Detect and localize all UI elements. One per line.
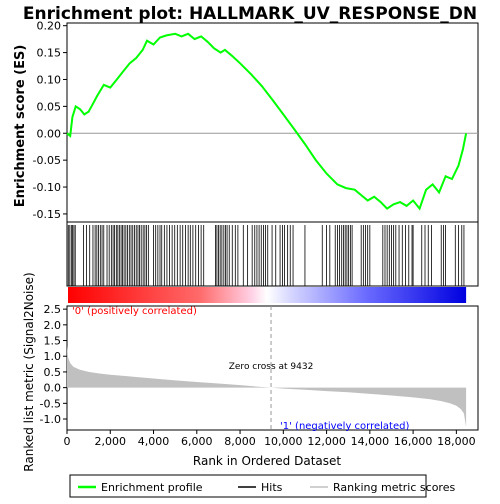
zero-cross-label: Zero cross at 9432 <box>229 362 314 372</box>
metric-y-tick-label: 2.0 <box>44 319 62 332</box>
x-tick-label: 2,000 <box>95 435 127 448</box>
es-panel-frame <box>66 22 479 287</box>
es-y-tick-label: 0.00 <box>37 127 62 140</box>
legend-box <box>69 474 427 498</box>
metric-y-tick-label: -1.0 <box>40 413 61 426</box>
x-axis-label: Rank in Ordered Dataset <box>193 454 341 468</box>
es-y-tick-label: 0.10 <box>37 73 62 86</box>
x-tick-label: 14,000 <box>351 435 390 448</box>
es-y-tick-label: -0.15 <box>33 208 61 221</box>
ranked-list-color-bar <box>68 287 467 303</box>
legend-label: Ranking metric scores <box>333 481 455 494</box>
x-tick-label: 16,000 <box>394 435 433 448</box>
es-y-tick-label: -0.05 <box>33 154 61 167</box>
legend-label: Enrichment profile <box>101 481 203 494</box>
es-y-tick-label: 0.05 <box>37 100 62 113</box>
legend: Enrichment profile Hits Ranking metric sco… <box>78 481 455 494</box>
metric-y-tick-label: 1.5 <box>44 335 62 348</box>
es-y-axis-label: Enrichment score (ES) <box>13 45 28 208</box>
negative-correlation-label: '1' (negatively correlated) <box>280 421 409 432</box>
hits-rug <box>67 225 465 286</box>
x-tick-label: 4,000 <box>138 435 170 448</box>
x-tick-label: 10,000 <box>264 435 303 448</box>
ranking-metric-area <box>67 345 467 427</box>
x-tick-label: 12,000 <box>307 435 346 448</box>
enrichment-profile-line <box>66 32 468 211</box>
x-tick-label: 8,000 <box>224 435 256 448</box>
legend-label: Hits <box>261 481 283 494</box>
positive-correlation-label: '0' (positively correlated) <box>72 306 197 317</box>
es-y-tick-label: 0.15 <box>37 47 62 60</box>
metric-y-tick-label: -0.5 <box>40 397 61 410</box>
metric-y-tick-label: 1.0 <box>44 350 62 363</box>
chart-title: Enrichment plot: HALLMARK_UV_RESPONSE_DN <box>23 4 477 24</box>
metric-y-tick-label: 2.5 <box>44 303 62 316</box>
metric-y-tick-label: 0.5 <box>44 366 62 379</box>
metric-panel-frame <box>66 305 479 431</box>
x-tick-label: 6,000 <box>181 435 213 448</box>
es-y-tick-label: 0.20 <box>37 20 62 33</box>
metric-y-axis-label: Ranked list metric (Signal2Noise) <box>22 272 36 471</box>
metric-y-tick-label: 0.0 <box>44 382 62 395</box>
x-tick-label: 18,000 <box>437 435 476 448</box>
es-y-tick-label: -0.10 <box>33 181 61 194</box>
x-tick-label: 0 <box>64 435 71 448</box>
